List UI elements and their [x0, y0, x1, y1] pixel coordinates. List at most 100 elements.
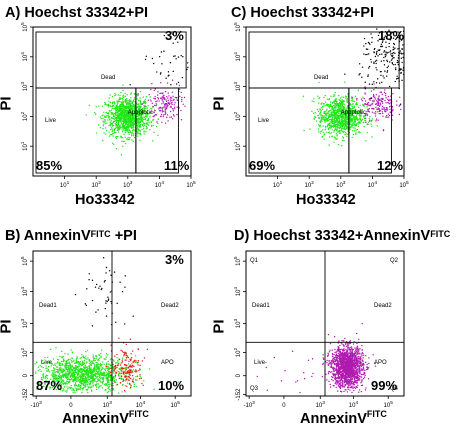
- panel-a-ytick-label: 104: [20, 52, 29, 62]
- panel-a-point-live: [128, 120, 130, 123]
- panel-b-point-apo: [132, 361, 134, 363]
- panel-a-point-live: [122, 99, 124, 101]
- panel-a-point-live: [128, 129, 130, 131]
- panel-c-point-live: [324, 94, 326, 97]
- panel-b-point-live: [61, 370, 63, 373]
- panel-c-point-live: [335, 132, 338, 135]
- panel-b-point-dead1: [102, 257, 105, 259]
- panel-a-point-live: [106, 112, 109, 115]
- panel-a-point-live: [129, 136, 131, 139]
- panel-b-point-live: [121, 357, 124, 359]
- panel-c-point-dead: [397, 48, 399, 50]
- panel-a-point-live: [139, 133, 141, 135]
- panel-c-point-live: [349, 103, 352, 105]
- panel-c-point-live: [355, 132, 357, 134]
- panel-b-point-apo: [129, 364, 131, 366]
- panel-d-point-apo: [360, 390, 363, 393]
- panel-a-point-live: [122, 129, 125, 131]
- panel-c-point-apoptotic: [379, 110, 382, 112]
- panel-a-point-live: [131, 135, 133, 137]
- panel-b-point-dead1: [105, 272, 107, 274]
- panel-b-point-live: [71, 365, 73, 368]
- panel-b-point-live: [79, 375, 81, 378]
- panel-b-point-live: [99, 385, 101, 388]
- panel-a-point-live: [106, 114, 108, 117]
- panel-b-point-live: [100, 356, 102, 359]
- panel-b-point-apo: [125, 351, 127, 354]
- panel-b-point-live: [99, 373, 101, 375]
- panel-a-point-live: [108, 97, 110, 99]
- panel-b-point-live: [63, 370, 65, 372]
- panel-c-point-live: [346, 124, 348, 126]
- panel-c-point-live: [337, 122, 340, 124]
- panel-c-point-live: [351, 123, 354, 125]
- panel-c-point-dead: [383, 64, 386, 66]
- panel-c-point-live: [343, 105, 345, 108]
- panel-c-point-apoptotic: [375, 118, 378, 120]
- panel-b-point-apo: [140, 377, 142, 379]
- panel-a-point-live: [134, 93, 136, 95]
- panel-a-point-dead: [177, 41, 179, 43]
- panel-a-point-live: [106, 129, 108, 132]
- panel-a-point-live: [119, 98, 121, 100]
- panel-a-point-apoptotic: [156, 121, 158, 123]
- panel-a-point-live: [104, 122, 106, 124]
- panel-a-point-live: [115, 121, 118, 124]
- panel-a-point-apoptotic: [151, 83, 153, 85]
- panel-d-point-apo: [338, 385, 340, 387]
- panel-c-point-dead: [370, 97, 372, 100]
- panel-a-frame: [32, 26, 192, 177]
- panel-c-point-live: [323, 134, 325, 136]
- panel-a-point-live: [115, 126, 117, 129]
- panel-c-point-dead: [400, 72, 403, 74]
- panel-a-point-live: [103, 121, 105, 123]
- panel-b-point-dead1: [105, 266, 108, 269]
- panel-a-point-live: [119, 105, 121, 108]
- panel-c-point-apoptotic: [378, 95, 380, 97]
- panel-a-point-live: [97, 124, 100, 126]
- panel-a-point-dead: [167, 34, 169, 36]
- panel-c-point-live: [338, 112, 340, 115]
- panel-b-point-apo: [109, 371, 112, 374]
- panel-c-point-apoptotic: [371, 100, 374, 102]
- panel-c-point-live: [350, 123, 352, 126]
- panel-c-point-apoptotic: [396, 104, 398, 106]
- panel-a-point-apoptotic: [161, 99, 163, 101]
- panel-a-point-live: [140, 115, 142, 117]
- panel-c-point-live: [341, 136, 344, 138]
- panel-c-point-live: [319, 113, 321, 115]
- panel-a-point-live: [129, 100, 132, 102]
- panel-c-point-apoptotic: [364, 117, 367, 119]
- panel-b-point-live: [95, 372, 97, 375]
- panel-a-point-live: [110, 127, 113, 129]
- panel-a-point-live: [136, 116, 138, 118]
- panel-c-point-live: [364, 120, 366, 122]
- panel-c-point-apoptotic: [356, 99, 358, 101]
- panel-b-point-apo: [135, 369, 137, 371]
- panel-c-point-live: [334, 116, 336, 118]
- panel-b-point-apo: [124, 376, 126, 378]
- panel-a-point-live: [143, 133, 145, 135]
- panel-c-point-dead: [391, 58, 394, 60]
- panel-b-point-live: [93, 369, 95, 371]
- panel-c-point-dead: [370, 33, 372, 35]
- panel-a-point-live: [125, 101, 127, 104]
- panel-b-point-live: [66, 359, 68, 362]
- panel-b-point-live: [56, 369, 59, 371]
- panel-b-xtick-label: -103: [30, 400, 42, 409]
- panel-b-point-live: [113, 376, 115, 378]
- panel-a-point-live: [109, 110, 111, 112]
- panel-a-point-live: [122, 94, 125, 97]
- panel-b-point-live: [61, 375, 63, 377]
- panel-a-point-live: [126, 94, 128, 96]
- panel-a-point-live: [119, 113, 122, 115]
- panel-c-point-apoptotic: [389, 108, 391, 111]
- panel-b-point-apo: [122, 371, 125, 374]
- panel-c-point-dead: [378, 49, 380, 52]
- panel-b-point-live: [107, 385, 109, 387]
- panel-b-point-live: [81, 365, 83, 367]
- panel-c-point-live: [340, 122, 343, 125]
- panel-b-point-dead1: [119, 281, 121, 283]
- panel-b-point-live: [95, 368, 98, 371]
